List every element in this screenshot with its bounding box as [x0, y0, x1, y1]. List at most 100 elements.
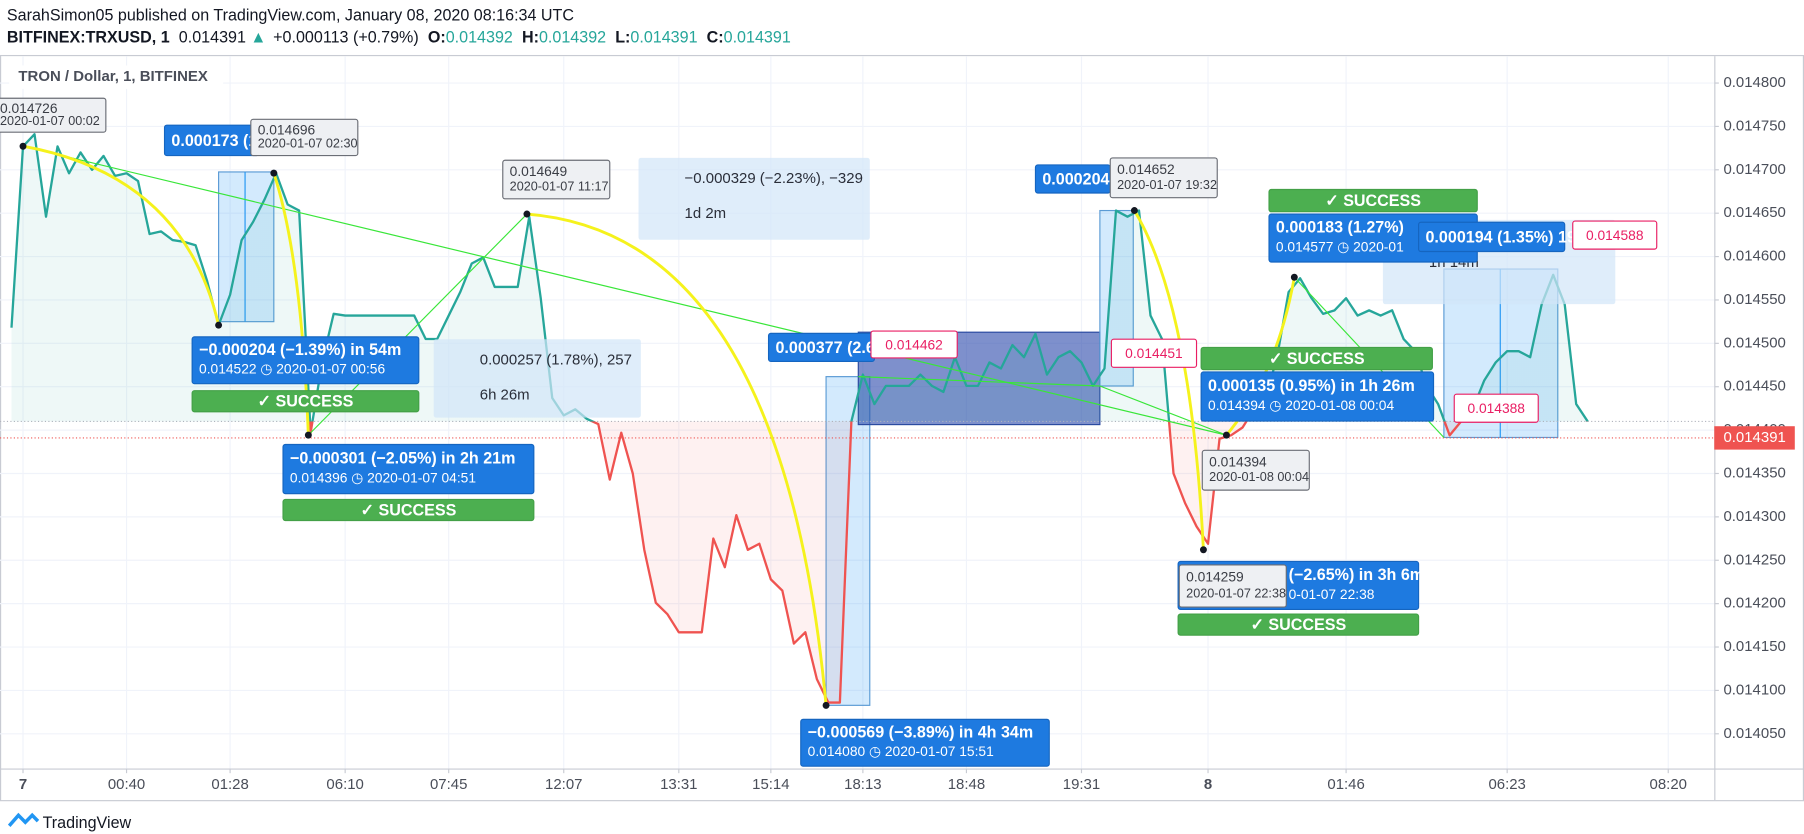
- last-price-label: 0.014391: [1723, 429, 1785, 446]
- annotation-blue: 0.000377 (2.6: [767, 332, 875, 363]
- c-label: C:: [707, 29, 724, 47]
- annotation-text: −0.000569 (−3.89%) in 4h 34m: [808, 724, 1034, 742]
- annotation-box: [638, 157, 870, 240]
- x-tick-label: 07:45: [430, 776, 467, 793]
- annotation-text: 2020-01-07 19:32: [1117, 177, 1217, 192]
- anchor-dot: [215, 321, 223, 329]
- y-tick-label: 0.014050: [1723, 725, 1785, 742]
- logo: [7, 812, 40, 827]
- y-tick-label: 0.014300: [1723, 508, 1785, 525]
- last-price-box: [1714, 426, 1795, 450]
- annotation-box: [191, 390, 420, 413]
- arrow: ▲: [250, 29, 266, 47]
- c: 0.014391: [724, 29, 791, 47]
- annotation-text: (−2.65%) in 3h 6m: [1289, 566, 1425, 584]
- x-tick-label: 19:31: [1063, 776, 1100, 793]
- y-tick-label: 0.014450: [1723, 378, 1785, 395]
- annotation-box: [1178, 564, 1287, 608]
- change: +0.000113 (+0.79%): [273, 29, 419, 47]
- chart-title: TRON / Dollar, 1, BITFINEX: [18, 68, 207, 85]
- annotation-green: ✓ SUCCESS: [282, 498, 535, 522]
- l-label: L:: [615, 29, 630, 47]
- anchor-dot: [523, 210, 531, 218]
- o: 0.014392: [446, 29, 513, 47]
- annotation-green: ✓ SUCCESS: [1200, 346, 1433, 371]
- annotation-text: 0.014652: [1117, 161, 1175, 177]
- curve-arrow: [526, 212, 828, 706]
- annotation-text: 0.014577 ◷ 2020-01: [1276, 238, 1404, 254]
- annotation-text: 2020-01-07 11:17: [510, 178, 609, 193]
- anchor-dot: [822, 701, 830, 709]
- annotation-box: [1418, 221, 1566, 253]
- annotation-box: [191, 336, 420, 385]
- x-tick-label: 01:28: [211, 776, 248, 793]
- annotation-box: [1453, 393, 1539, 423]
- legend-bg: [9, 65, 224, 89]
- publisher: SarahSimon05 published on TradingView.co…: [7, 7, 574, 25]
- annotation-box: [282, 498, 535, 522]
- y-tick-label: 0.014700: [1723, 161, 1785, 178]
- x-tick-label: 18:13: [844, 776, 881, 793]
- annotation-box: [800, 718, 1050, 767]
- o-label: O:: [428, 29, 446, 47]
- annotation-blue: 0.000173 (1: [163, 124, 260, 157]
- annotation-text: 0.000135 (0.95%) in 1h 26m: [1208, 377, 1415, 395]
- annotation-text: 2020-01-07 22:38: [1186, 586, 1286, 601]
- h-label: H:: [522, 29, 539, 47]
- y-tick-label: 0.014150: [1723, 638, 1785, 655]
- annotation-box: [1110, 338, 1198, 368]
- annotation-text: ✓ SUCCESS: [1269, 350, 1365, 368]
- annotation-text: 0.014696: [258, 121, 316, 137]
- symbol-line: BITFINEX:TRXUSD, 1 0.014391 ▲ +0.000113 …: [7, 29, 791, 47]
- annotation-text: 0.014259: [1186, 568, 1244, 584]
- annotation-box: [1268, 188, 1478, 213]
- annotation-green: ✓ SUCCESS: [1177, 613, 1420, 636]
- y-tick-label: 0.014800: [1723, 74, 1785, 91]
- y-tick-label: 0.014750: [1723, 117, 1785, 134]
- annotation-box: [282, 443, 535, 495]
- annotation-text: ✓ SUCCESS: [1250, 616, 1346, 634]
- annotation-text: 0.014080 ◷ 2020-01-07 15:51: [808, 743, 994, 759]
- y-tick-label: 0.014500: [1723, 334, 1785, 351]
- y-tick-label: 0.014650: [1723, 204, 1785, 221]
- annotation-box: [250, 118, 359, 157]
- x-tick-label: 7: [19, 776, 27, 793]
- annotation-text: −0.000329 (−2.23%), −329: [685, 170, 863, 187]
- annotation-text: ✓ SUCCESS: [1325, 192, 1421, 210]
- annotation-text: 0.000204: [1042, 170, 1109, 188]
- anchor-dot: [1199, 546, 1207, 554]
- axes: 0.014800 0.014750 0.014700 0.014650 0.014600…: [19, 74, 1795, 793]
- annotation-text: −0.000204 (−1.39%) in 54m: [199, 341, 401, 359]
- x-tick-label: 15:14: [752, 776, 789, 793]
- annotation-text: ✓ SUCCESS: [361, 501, 457, 519]
- annotation-pink: 0.014588: [1572, 220, 1658, 250]
- brand: TradingView: [43, 814, 132, 832]
- annotation-box: [870, 330, 958, 359]
- anchor-dot: [1222, 431, 1230, 439]
- last: 0.014391: [179, 29, 246, 47]
- annotation-text: 0.014588: [1586, 227, 1644, 243]
- annotation-green: ✓ SUCCESS: [1268, 188, 1478, 213]
- annotation-text: 0.014451: [1125, 345, 1183, 361]
- annotation-text: 0.014394 ◷ 2020-01-08 00:04: [1208, 397, 1394, 413]
- x-tick-label: 18:48: [948, 776, 985, 793]
- annotation-box: [433, 339, 641, 418]
- annotation-box: [1201, 449, 1310, 491]
- annotation-text: 0.000257 (1.78%), 257: [480, 351, 632, 368]
- annotation-box: [1572, 220, 1658, 250]
- trend-line: [22, 145, 1227, 436]
- annotation-text: 0.014522 ◷ 2020-01-07 00:56: [199, 360, 385, 376]
- x-tick-label: 00:40: [108, 776, 145, 793]
- annotation-box: [1200, 346, 1433, 371]
- x-tick-label: 01:46: [1327, 776, 1364, 793]
- annotation-light: −0.000329 (−2.23%), −329 1d 2m: [638, 157, 870, 240]
- annotation-text: 0.014462: [885, 336, 943, 352]
- anchor-dot: [270, 169, 278, 177]
